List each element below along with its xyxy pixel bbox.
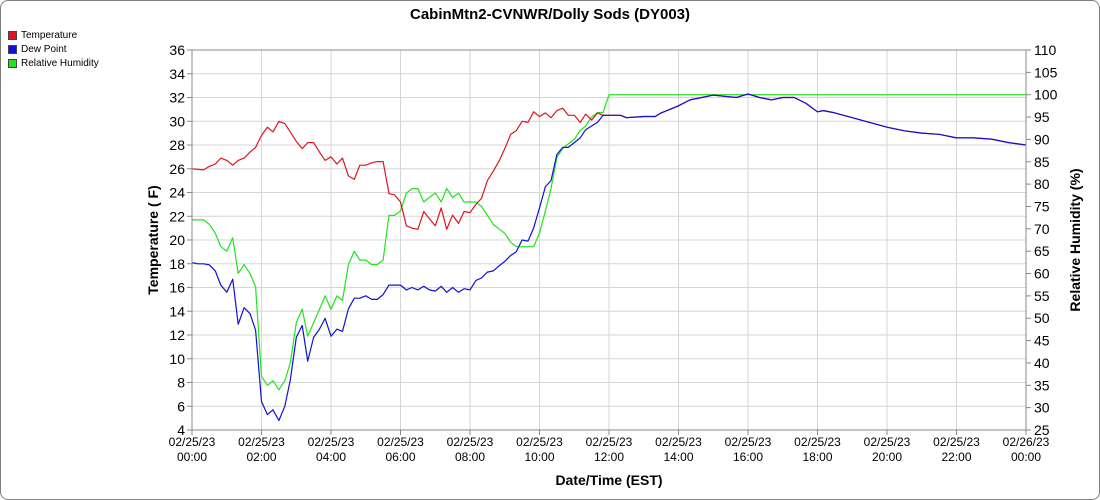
x-tick-label-time: 00:00 [177, 450, 207, 464]
x-tick-label-date: 02/25/23 [169, 435, 216, 449]
y-tick-label: 14 [169, 303, 185, 319]
y2-tick-label: 35 [1034, 377, 1050, 393]
legend: Temperature Dew Point Relative Humidity [8, 28, 99, 70]
legend-label-dew-point: Dew Point [21, 43, 67, 55]
x-tick-label-time: 16:00 [733, 450, 763, 464]
y-tick-label: 22 [169, 208, 185, 224]
y-axis-label: Temperature ( F) [145, 185, 161, 294]
x-tick-label-time: 12:00 [594, 450, 624, 464]
y2-tick-label: 105 [1034, 64, 1058, 80]
x-tick-label-date: 02/26/23 [1003, 435, 1050, 449]
series-line-dew-point [191, 93, 1027, 422]
plot-series [191, 93, 1027, 422]
x-tick-label-time: 00:00 [1011, 450, 1041, 464]
y2-tick-label: 85 [1034, 154, 1050, 170]
legend-item-dew-point: Dew Point [8, 42, 99, 56]
legend-label-relative-humidity: Relative Humidity [21, 57, 99, 69]
y-tick-label: 36 [169, 42, 185, 58]
y-tick-label: 30 [169, 113, 185, 129]
y2-tick-label: 70 [1034, 221, 1050, 237]
y2-tick-label: 60 [1034, 266, 1050, 282]
x-tick-label-time: 20:00 [872, 450, 902, 464]
y-tick-label: 6 [177, 398, 185, 414]
y-tick-label: 28 [169, 137, 185, 153]
x-tick-label-time: 18:00 [802, 450, 832, 464]
y-tick-label: 20 [169, 232, 185, 248]
x-tick-label-date: 02/25/23 [933, 435, 980, 449]
legend-swatch-temperature [8, 30, 17, 40]
legend-label-temperature: Temperature [21, 29, 78, 41]
x-tick-label-date: 02/25/23 [725, 435, 772, 449]
x-tick-label-time: 02:00 [246, 450, 276, 464]
x-tick-label-time: 14:00 [663, 450, 693, 464]
y-tick-label: 10 [169, 351, 185, 367]
legend-swatch-relative-humidity [8, 58, 17, 68]
x-tick-label-time: 06:00 [385, 450, 415, 464]
x-axis-ticks: 02/25/2300:0002/25/2302:0002/25/2304:000… [169, 430, 1050, 464]
series-line-relative-humidity [192, 94, 1026, 391]
x-tick-label-date: 02/25/23 [586, 435, 633, 449]
y-axis-ticks: 4 6 8 10 12 14 16 18 20 22 24 26 28 30 32 34 36 [169, 42, 192, 438]
y2-tick-label: 45 [1034, 333, 1050, 349]
y2-axis-ticks: 25 30 35 40 45 50 55 60 65 70 75 80 85 90 95 100 105 110 [1026, 42, 1058, 438]
y2-tick-label: 30 [1034, 400, 1050, 416]
x-tick-label-date: 02/25/23 [238, 435, 285, 449]
y2-tick-label: 65 [1034, 243, 1050, 259]
y2-tick-label: 100 [1034, 87, 1058, 103]
x-tick-label-date: 02/25/23 [516, 435, 563, 449]
y2-tick-label: 25 [1034, 422, 1050, 438]
y2-axis-label: Relative Humidity (%) [1067, 168, 1083, 311]
x-tick-label-date: 02/25/23 [308, 435, 355, 449]
y-tick-label: 12 [169, 327, 185, 343]
x-tick-label-date: 02/25/23 [655, 435, 702, 449]
x-tick-label-date: 02/25/23 [447, 435, 494, 449]
x-tick-label-time: 08:00 [455, 450, 485, 464]
y2-tick-label: 55 [1034, 288, 1050, 304]
x-tick-label-date: 02/25/23 [794, 435, 841, 449]
y2-tick-label: 40 [1034, 355, 1050, 371]
legend-item-relative-humidity: Relative Humidity [8, 56, 99, 70]
y2-tick-label: 95 [1034, 109, 1050, 125]
y-tick-label: 4 [177, 422, 185, 438]
x-tick-label-time: 10:00 [524, 450, 554, 464]
y2-tick-label: 75 [1034, 198, 1050, 214]
y-tick-label: 32 [169, 90, 185, 106]
y2-tick-label: 80 [1034, 176, 1050, 192]
y-tick-label: 16 [169, 280, 185, 296]
legend-swatch-dew-point [8, 44, 17, 54]
y-tick-label: 18 [169, 256, 185, 272]
y2-tick-label: 50 [1034, 310, 1050, 326]
y-tick-label: 26 [169, 161, 185, 177]
x-tick-label-time: 04:00 [316, 450, 346, 464]
y-tick-label: 24 [169, 185, 185, 201]
chart-title: CabinMtn2-CVNWR/Dolly Sods (DY003) [410, 6, 690, 23]
x-tick-label-date: 02/25/23 [377, 435, 424, 449]
y-tick-label: 34 [169, 66, 185, 82]
legend-item-temperature: Temperature [8, 28, 99, 42]
y2-tick-label: 110 [1034, 42, 1057, 58]
x-axis-label: Date/Time (EST) [555, 472, 662, 488]
x-tick-label-date: 02/25/23 [864, 435, 911, 449]
y-tick-label: 8 [177, 375, 185, 391]
x-tick-label-time: 22:00 [941, 450, 971, 464]
y2-tick-label: 90 [1034, 131, 1050, 147]
grid-lines [191, 49, 1027, 431]
